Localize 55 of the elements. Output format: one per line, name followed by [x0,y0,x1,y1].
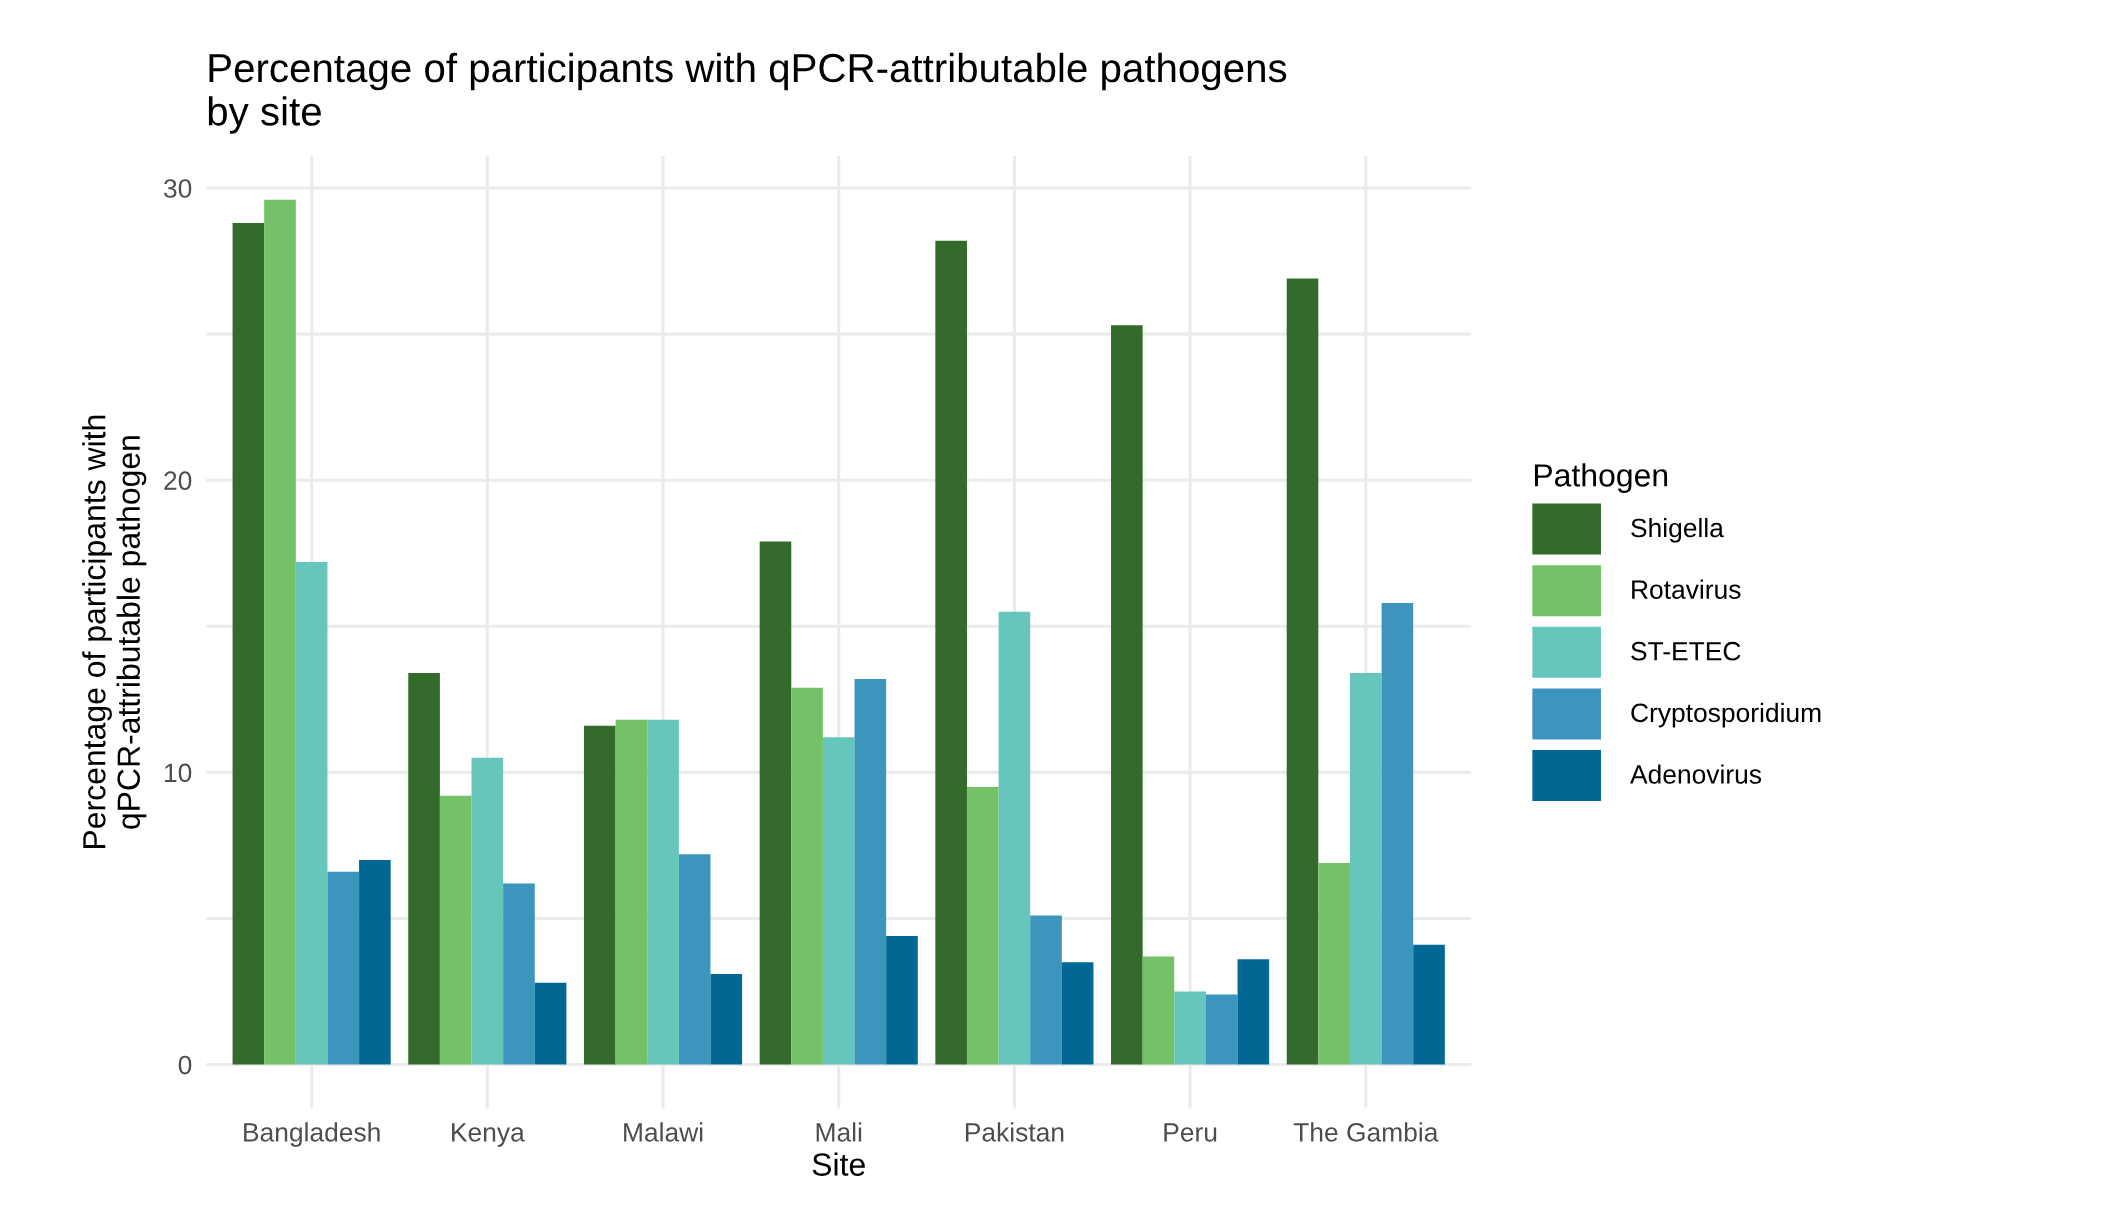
bar [408,673,440,1065]
bar [1111,325,1143,1065]
bar [1237,959,1270,1065]
bar [966,786,999,1065]
legend-label: ST-ETEC [1631,641,1741,661]
bar [1174,991,1206,1065]
bar [1205,994,1238,1065]
bar [503,883,535,1065]
bar [232,223,265,1065]
bar [439,795,472,1065]
y-tick-label: 30 [163,179,192,198]
bar [822,737,855,1065]
x-tick-label: Peru [1164,1123,1217,1142]
x-tick-label: Bangladesh [244,1122,380,1147]
bar [615,719,648,1065]
x-tick-label: Mali [816,1122,862,1142]
bar [295,562,328,1065]
bar [534,982,567,1065]
y-tick-label: 0 [178,1055,192,1075]
bar [1381,602,1414,1065]
bar [710,973,743,1065]
x-tick-label: Kenya [452,1123,525,1147]
bar [1142,956,1175,1065]
bar [1286,278,1319,1065]
bar [678,854,711,1065]
x-axis-title: Site [812,1152,865,1176]
bar [359,860,391,1065]
bar [1030,915,1062,1065]
bar [1413,944,1445,1065]
bar [791,687,823,1065]
bar [759,541,792,1065]
y-tick-label: 10 [165,763,192,783]
bar [471,757,504,1065]
bar [1349,673,1382,1065]
bar [998,611,1031,1065]
x-tick-label: Pakistan [965,1122,1064,1142]
bar [264,199,296,1065]
legend-label: Rotavirus [1632,579,1741,599]
legend-label: Adenovirus [1630,764,1762,784]
x-tick-label: The Gambia [1293,1122,1439,1142]
bar [1318,862,1350,1065]
bar [327,871,360,1065]
bar [1061,962,1094,1065]
y-axis-title: Percentage of participants with qPCR-attributable pathogen [82,415,147,848]
x-tick-label: Malawi [624,1122,703,1142]
bar [647,719,679,1065]
legend-title: Pathogen [1534,463,1668,493]
bar [854,678,887,1065]
bar [583,725,616,1065]
bar [886,936,918,1065]
legend-label: Cryptosporidium [1631,702,1821,728]
legend-label: Shigella [1631,517,1724,543]
bar [935,240,967,1065]
chart-title: Percentage of participants with qPCR-attributable pathogens by site [208,52,1287,134]
y-tick-label: 20 [164,471,192,491]
